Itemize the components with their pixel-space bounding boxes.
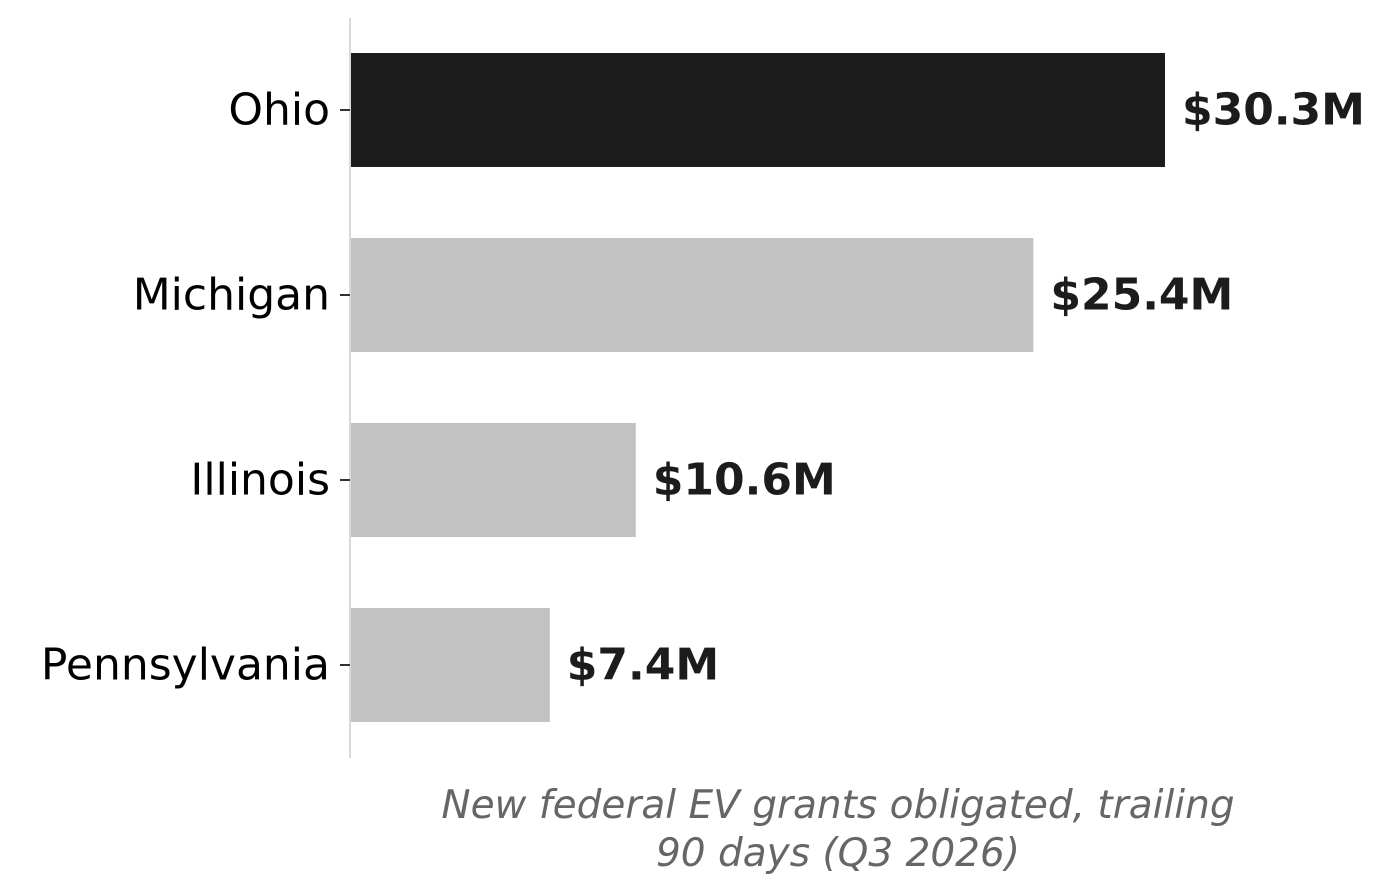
category-label-illinois: Illinois xyxy=(190,455,330,506)
x-axis-label-line-2: 90 days (Q3 2026) xyxy=(656,831,1020,876)
bars-group xyxy=(351,53,1165,722)
category-label-ohio: Ohio xyxy=(228,85,330,136)
category-label-michigan: Michigan xyxy=(133,270,330,321)
bar-michigan xyxy=(351,238,1034,352)
bar-ohio xyxy=(351,53,1165,167)
category-label-pennsylvania: Pennsylvania xyxy=(41,640,330,691)
bar-illinois xyxy=(351,423,636,537)
bar-pennsylvania xyxy=(351,608,550,722)
x-axis-label-line-1: New federal EV grants obligated, trailin… xyxy=(441,783,1234,828)
value-label-illinois: $10.6M xyxy=(653,455,836,506)
value-label-pennsylvania: $7.4M xyxy=(567,640,719,691)
value-label-michigan: $25.4M xyxy=(1050,270,1233,321)
y-axis-ticks xyxy=(340,109,350,666)
category-labels: Ohio Michigan Illinois Pennsylvania xyxy=(41,85,330,691)
value-labels: $30.3M $25.4M $10.6M $7.4M xyxy=(567,85,1365,691)
value-label-ohio: $30.3M xyxy=(1182,85,1365,136)
